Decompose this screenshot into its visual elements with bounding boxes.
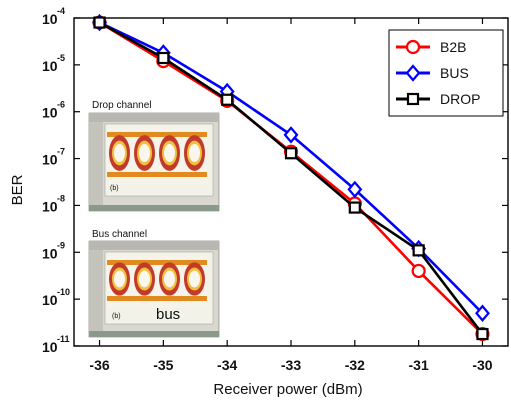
inset-bus-eye-diagram (107, 256, 207, 308)
data-point (348, 201, 361, 214)
series-layer (92, 13, 490, 342)
eye-opening-inner (139, 144, 150, 162)
x-tick-label: -32 (345, 357, 365, 373)
eye-top-rail (107, 260, 207, 265)
data-point (406, 92, 420, 106)
y-tick-label-mantissa: 10 (42, 292, 58, 308)
eye-opening-inner (189, 144, 200, 162)
y-tick-label-mantissa: 10 (42, 105, 58, 121)
y-tick-label-mantissa: 10 (42, 58, 58, 74)
inset-drop-eye-diagram (107, 128, 207, 184)
data-point (93, 16, 106, 29)
eye-opening-inner (189, 270, 200, 288)
legend-item-b2b: B2B (396, 39, 466, 55)
y-tick-label-mantissa: 10 (42, 339, 58, 355)
eye-opening-inner (164, 270, 175, 288)
data-point (284, 147, 298, 160)
series-drop (93, 16, 489, 341)
y-tick-label-exponent: -5 (57, 53, 65, 63)
y-tick-label-exponent: -4 (57, 6, 65, 16)
x-tick-label: -33 (281, 357, 301, 373)
data-point (405, 64, 421, 82)
y-axis-label: BER (9, 174, 26, 205)
data-point (221, 93, 234, 106)
legend: B2B BUS DROP (388, 29, 504, 117)
data-point (157, 51, 170, 65)
inset-drop-panel-label: (b) (110, 185, 119, 192)
data-point (347, 180, 363, 199)
data-point (283, 126, 299, 144)
legend-item-drop: DROP (396, 91, 480, 107)
legend-label: B2B (440, 39, 466, 55)
y-tick-label-mantissa: 10 (42, 198, 58, 214)
inset-drop-channel: Drop channel (b) (88, 100, 220, 212)
inset-bus-statusbar (89, 331, 219, 337)
x-tick-label: -31 (409, 357, 429, 373)
eye-top-rail (107, 132, 207, 137)
x-tick-label: -34 (217, 357, 237, 373)
data-point (411, 263, 426, 279)
eye-bottom-rail (107, 296, 207, 301)
inset-drop-statusbar (89, 205, 219, 211)
eye-opening-inner (139, 270, 150, 288)
inset-bus-channel: Bus channel (b) bus (88, 229, 220, 338)
y-tick-label-exponent: -11 (57, 334, 70, 344)
legend-label: DROP (440, 91, 480, 107)
x-axis-label: Receiver power (dBm) (213, 381, 362, 398)
data-point (475, 304, 490, 322)
y-tick-label-mantissa: 10 (42, 152, 58, 168)
inset-drop-sidebar (89, 122, 103, 207)
inset-bus-title: Bus channel (92, 229, 147, 240)
inset-bus-toolbar (89, 241, 219, 250)
legend-item-bus: BUS (396, 64, 469, 82)
eye-bottom-rail (107, 172, 207, 177)
y-tick-label-mantissa: 10 (42, 245, 58, 261)
data-point (412, 244, 425, 257)
y-tick-label-mantissa: 10 (42, 11, 58, 27)
data-point (405, 39, 421, 55)
data-point (476, 327, 489, 341)
eye-opening-inner (114, 144, 125, 162)
eye-opening-inner (164, 144, 175, 162)
inset-bus-panel-label: (b) (112, 313, 121, 320)
inset-bus-sidebar (89, 250, 103, 332)
inset-drop-title: Drop channel (92, 100, 151, 111)
y-tick-label-exponent: -7 (57, 147, 65, 157)
inset-drop-toolbar (89, 113, 219, 122)
x-tick-label: -36 (89, 357, 109, 373)
y-tick-label-exponent: -9 (57, 240, 65, 250)
inset-bus-caption: bus (156, 306, 180, 323)
x-tick-label: -30 (472, 357, 492, 373)
legend-label: BUS (440, 65, 469, 81)
y-tick-label-exponent: -10 (57, 287, 70, 297)
y-tick-label-exponent: -6 (57, 100, 65, 110)
x-tick-label: -35 (153, 357, 173, 373)
eye-opening-inner (114, 270, 125, 288)
y-tick-label-exponent: -8 (57, 193, 65, 203)
